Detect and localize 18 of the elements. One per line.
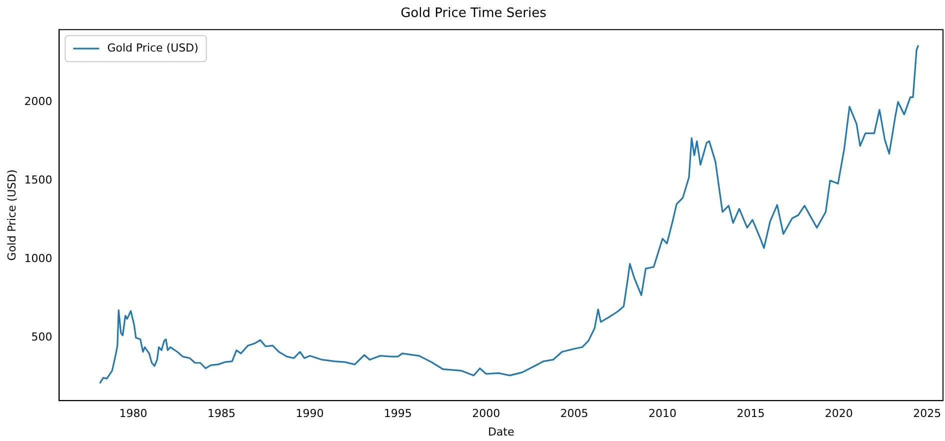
x-tick-label: 1990 — [296, 407, 324, 420]
x-tick-label: 1995 — [384, 407, 412, 420]
y-tick-label: 2000 — [24, 94, 52, 108]
legend-label: Gold Price (USD) — [107, 41, 198, 54]
y-tick-label: 500 — [31, 330, 52, 344]
x-tick-label: 1985 — [207, 407, 236, 420]
chart-title: Gold Price Time Series — [400, 6, 547, 22]
x-tick-label: 2000 — [472, 407, 500, 420]
x-tick-label: 1980 — [119, 407, 148, 420]
x-tick-label: 2025 — [913, 407, 942, 420]
x-axis-title: Date — [488, 425, 514, 438]
x-tick-label: 2015 — [736, 407, 765, 420]
x-tick-label: 2020 — [824, 407, 853, 420]
y-axis-title: Gold Price (USD) — [5, 169, 18, 261]
y-tick-label: 1500 — [24, 173, 52, 186]
x-tick-label: 2005 — [560, 407, 588, 420]
y-tick-label: 1000 — [24, 252, 52, 265]
x-tick-label: 2010 — [648, 407, 677, 420]
